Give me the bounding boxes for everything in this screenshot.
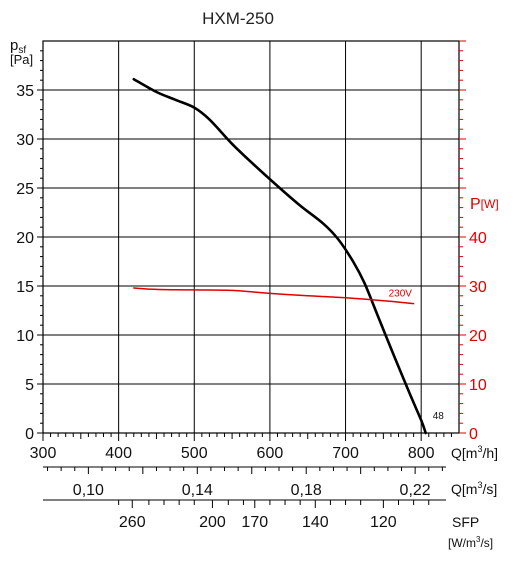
y-left-tick-label: 30 (16, 132, 34, 149)
x-axis-1-tick-label: 300 (30, 445, 57, 462)
x-axis-3-label: SFP (452, 514, 479, 530)
x-axis-3-tick-label: 260 (119, 514, 146, 531)
y-left-label: psf (10, 37, 26, 56)
x-axis-2-label: Q[m3/s] (451, 480, 497, 497)
series-layer: 48 230V (132, 77, 445, 435)
x-axis-1-label: Q[m3/h] (451, 444, 498, 461)
y-right-tick-label: 20 (469, 328, 487, 345)
y-left-tick-label: 25 (16, 181, 34, 198)
y-left-tick-label: 5 (25, 377, 34, 394)
pressure-curve-end-label: 48 (433, 411, 445, 422)
axis-layer: 0 5 10 15 20 25 30 35 0 10 20 30 40 300 400 500 600 700 80… (16, 40, 487, 531)
x-axis-2-tick-label: 0,22 (400, 482, 431, 499)
y-right-tick-label: 40 (469, 230, 487, 247)
x-axis-3-tick-label: 140 (302, 514, 329, 531)
y-left-tick-label: 35 (16, 83, 34, 100)
x-axis-1-tick-label: 700 (332, 445, 359, 462)
x-axis-2-tick-label: 0,14 (182, 482, 213, 499)
x-axis-2-tick-label: 0,18 (291, 482, 322, 499)
chart-title: HXM-250 (202, 9, 274, 28)
x-axis-1-tick-label: 800 (408, 445, 435, 462)
x-axis-3-unit: [W/m3/s] (448, 535, 493, 550)
pressure-curve (132, 77, 427, 435)
x-axis-3-tick-label: 200 (199, 514, 226, 531)
y-right-tick-label: 30 (469, 279, 487, 296)
power-curve (133, 287, 415, 305)
y-left-tick-label: 10 (16, 328, 34, 345)
y-right-tick-label: 10 (469, 377, 487, 394)
x-axis-1-tick-label: 400 (105, 445, 132, 462)
y-right-label: P[W] (470, 196, 499, 213)
x-axis-1-tick-label: 600 (257, 445, 284, 462)
x-axis-2-tick-label: 0,10 (73, 482, 104, 499)
y-left-tick-label: 0 (25, 426, 34, 443)
x-axis-1-tick-label: 500 (181, 445, 208, 462)
power-curve-label: 230V (389, 289, 413, 300)
y-left-tick-label: 15 (16, 279, 34, 296)
grid-layer (42, 40, 460, 434)
y-left-unit: [Pa] (10, 52, 33, 67)
x-axis-3-tick-label: 120 (370, 514, 397, 531)
y-left-tick-label: 20 (16, 230, 34, 247)
x-axis-3-tick-label: 170 (241, 514, 268, 531)
y-right-tick-label: 0 (469, 426, 478, 443)
